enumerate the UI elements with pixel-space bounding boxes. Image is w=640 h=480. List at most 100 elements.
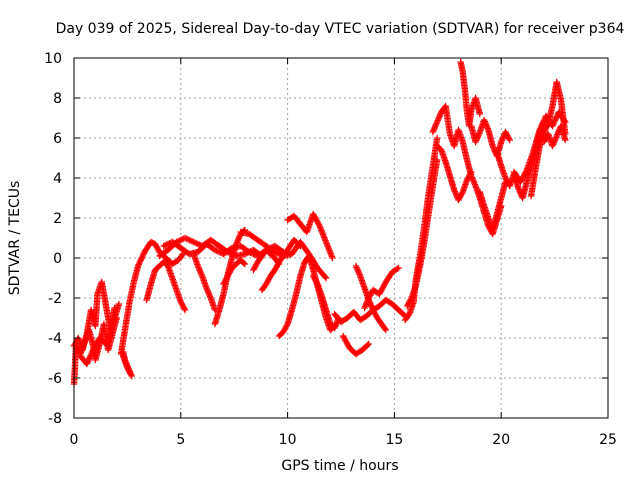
data-point [363, 299, 371, 306]
data-point [553, 132, 560, 140]
data-point [552, 115, 559, 123]
data-point [204, 287, 211, 295]
data-point [195, 265, 203, 273]
data-point [234, 237, 241, 245]
data-point [430, 125, 438, 133]
data-point [515, 186, 523, 193]
data-point [381, 325, 389, 332]
y-tick-label: -8 [48, 411, 62, 427]
data-point [470, 178, 477, 185]
data-point [474, 134, 481, 141]
data-point [181, 234, 189, 242]
data-point [395, 264, 402, 272]
data-point [250, 250, 257, 258]
data-point [134, 262, 142, 270]
data-point [540, 118, 547, 125]
x-tick-label: 20 [492, 432, 510, 448]
data-point [137, 257, 144, 264]
data-point [549, 122, 556, 130]
data-point [206, 291, 213, 299]
data-point [432, 123, 439, 130]
data-point [433, 134, 441, 142]
data-point [536, 126, 543, 134]
data-point [552, 135, 559, 143]
data-point [297, 242, 304, 250]
data-point [127, 369, 134, 377]
data-point [203, 286, 211, 293]
data-point [484, 125, 491, 132]
data-point [522, 168, 530, 175]
data-point [551, 137, 559, 144]
data-point [537, 125, 544, 132]
data-point [136, 260, 143, 267]
data-point [474, 133, 482, 140]
y-axis-title: SDTVAR / TECUs [7, 181, 23, 296]
data-point [433, 156, 441, 164]
satellite-track-6 [143, 258, 189, 314]
satellite-track-2 [70, 278, 118, 354]
data-point [553, 114, 560, 121]
data-point [296, 241, 303, 249]
satellite-track-5 [117, 238, 187, 358]
data-point [196, 267, 203, 274]
data-point [353, 264, 360, 271]
x-tick-label: 10 [279, 432, 297, 448]
data-point [194, 262, 202, 270]
satellite-track-32 [540, 122, 569, 150]
data-point [476, 110, 484, 118]
data-point [353, 265, 361, 273]
data-point [233, 240, 240, 248]
data-point [472, 137, 480, 144]
data-point [178, 252, 186, 259]
data-point [84, 359, 91, 366]
data-point [128, 372, 135, 380]
data-point [361, 304, 368, 312]
data-point [354, 267, 361, 274]
data-point [432, 121, 440, 129]
data-point [315, 221, 323, 228]
data-point [394, 265, 401, 272]
data-point [85, 356, 92, 363]
x-tick-label: 0 [70, 432, 79, 448]
data-point [364, 296, 372, 303]
data-point [123, 361, 130, 368]
data-point [138, 254, 146, 261]
data-point [407, 296, 414, 303]
data-point [194, 240, 202, 248]
data-point [181, 305, 188, 312]
data-point [179, 236, 186, 243]
data-point [468, 168, 475, 176]
data-point [364, 297, 371, 305]
data-point [190, 238, 197, 246]
data-point [164, 240, 172, 248]
data-point [452, 189, 459, 197]
data-point [161, 242, 169, 249]
data-point [84, 358, 92, 365]
data-point [475, 131, 482, 139]
data-point [382, 326, 390, 334]
data-point [550, 120, 557, 127]
data-point [483, 122, 490, 129]
data-point [331, 324, 338, 332]
data-point [435, 115, 442, 123]
data-point [489, 142, 496, 150]
satellite-track-19 [339, 332, 372, 358]
data-point [435, 114, 443, 121]
data-point [369, 305, 376, 312]
data-point [355, 268, 362, 275]
data-point [188, 238, 196, 245]
y-tick-label: 2 [53, 211, 62, 227]
data-point [124, 364, 132, 371]
data-point [160, 242, 167, 250]
data-point [124, 362, 131, 370]
data-point [181, 306, 189, 314]
data-point [498, 137, 506, 144]
data-point [198, 271, 205, 278]
data-point [436, 111, 444, 119]
data-point [205, 289, 212, 296]
y-tick-label: 8 [53, 91, 62, 107]
data-point [127, 371, 135, 378]
data-point [482, 119, 489, 127]
data-point [140, 251, 147, 258]
